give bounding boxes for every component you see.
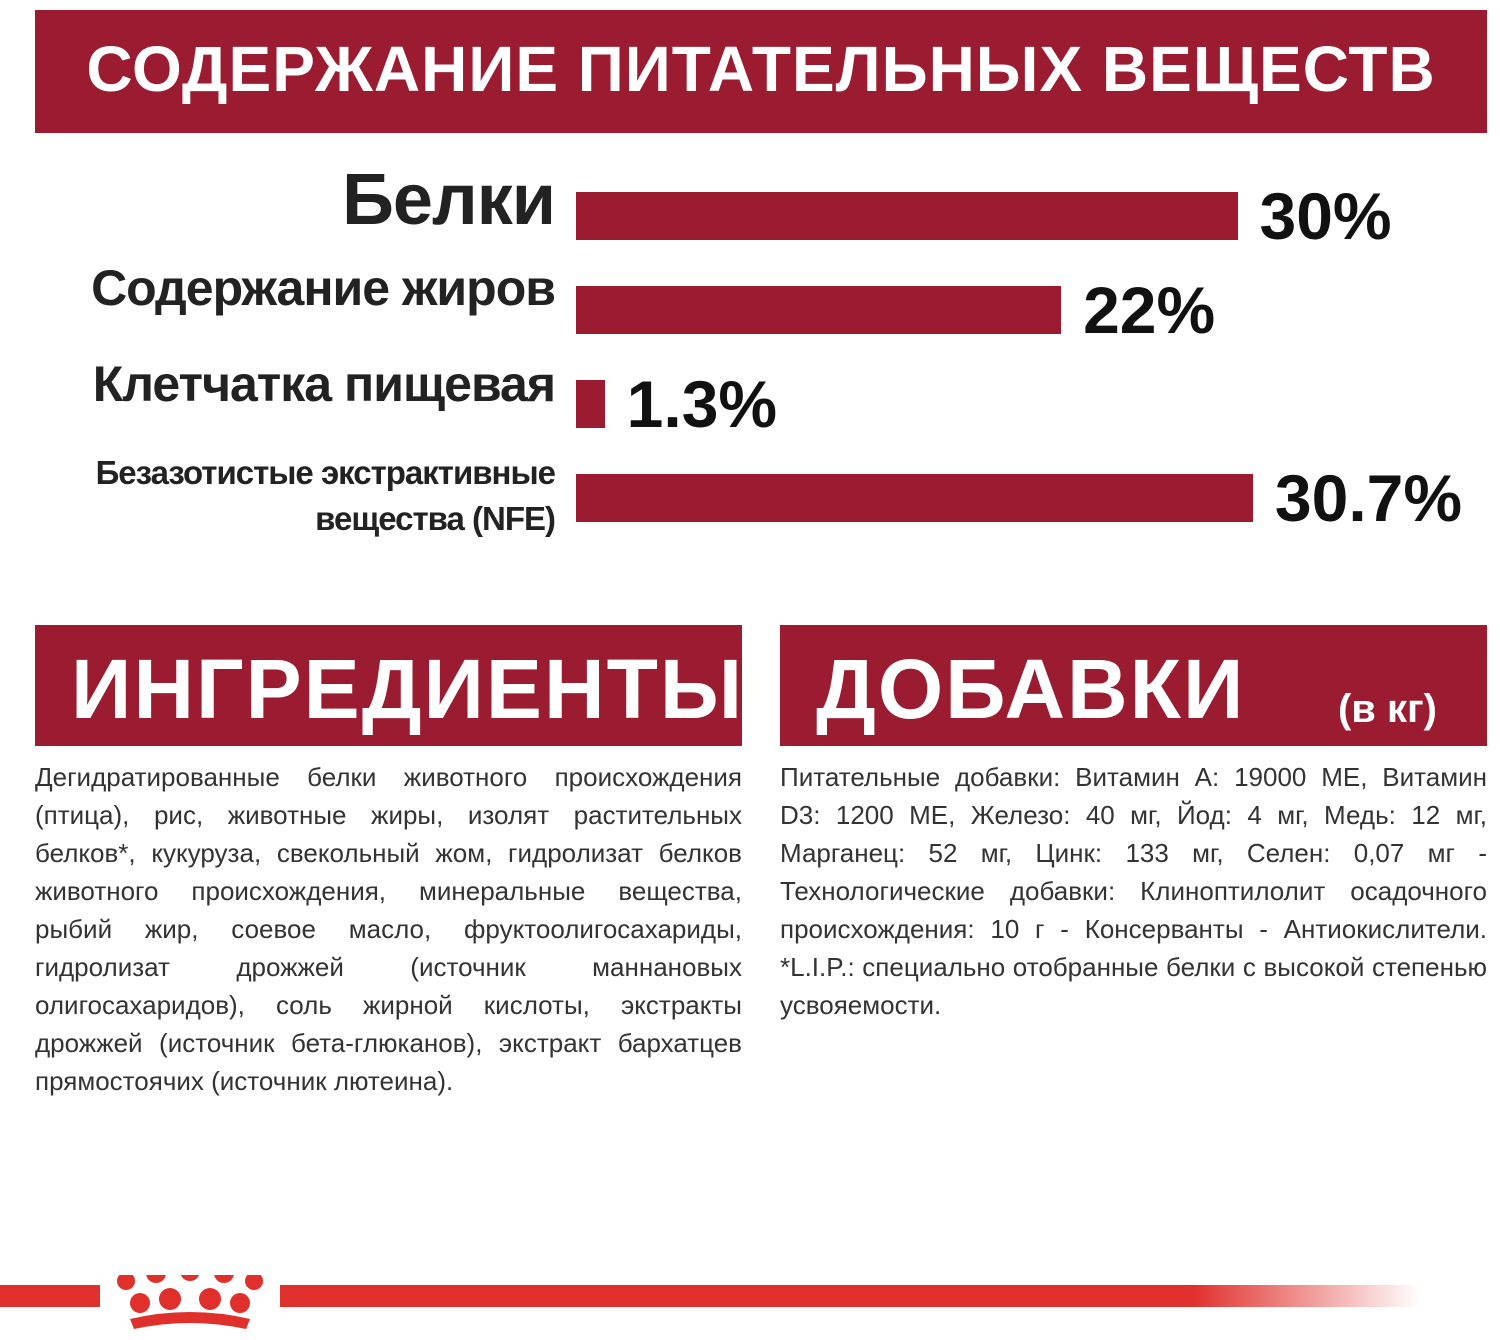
additives-title: ДОБАВКИ [816, 642, 1246, 736]
value-label: 30.7% [1274, 461, 1463, 535]
logo [117, 1275, 263, 1329]
header-title: СОДЕРЖАНИЕ ПИТАТЕЛЬНЫХ ВЕЩЕСТВ [86, 33, 1436, 105]
header-band: СОДЕРЖАНИЕ ПИТАТЕЛЬНЫХ ВЕЩЕСТВ [35, 10, 1487, 133]
footer [0, 1275, 1420, 1329]
footer-line [280, 1285, 1420, 1307]
value-label: 1.3% [626, 367, 778, 441]
category-label: Безазотистые экстрактивные вещества (NFE… [95, 454, 556, 537]
value-label: 22% [1083, 273, 1216, 347]
additives-unit: (в кг) [1337, 687, 1437, 731]
additives-text: Питательные добавки: Витамин А: 19000 МЕ… [780, 762, 1487, 1020]
ingredients-text: Дегидратированные белки животного происх… [35, 762, 742, 1096]
category-label: Белки [342, 160, 556, 240]
footer-line [0, 1285, 100, 1307]
category-label: Клетчатка пищевая [92, 356, 556, 412]
category-label: Содержание жиров [91, 260, 556, 316]
ingredients-title: ИНГРЕДИЕНТЫ [71, 642, 745, 736]
bar [576, 286, 1062, 334]
bar [576, 474, 1253, 522]
bar [576, 380, 605, 428]
value-label: 30% [1259, 179, 1392, 253]
bar [576, 192, 1238, 240]
additives-band: ДОБАВКИ (в кг) [780, 625, 1487, 746]
ingredients-band: ИНГРЕДИЕНТЫ [35, 625, 742, 746]
